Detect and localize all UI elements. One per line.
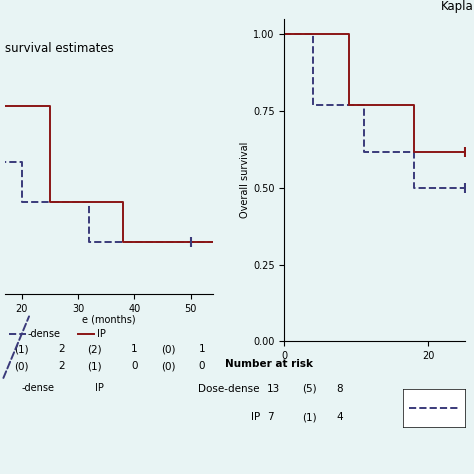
Text: (0): (0) xyxy=(161,361,175,371)
Text: 13: 13 xyxy=(267,384,281,394)
Text: (0): (0) xyxy=(161,345,175,355)
Text: (1): (1) xyxy=(301,412,316,422)
Text: (2): (2) xyxy=(88,345,102,355)
X-axis label: e (months): e (months) xyxy=(82,315,136,325)
Text: IP: IP xyxy=(95,383,104,393)
Text: (1): (1) xyxy=(14,345,29,355)
Text: (1): (1) xyxy=(88,361,102,371)
Text: 0: 0 xyxy=(131,361,137,371)
Text: 1: 1 xyxy=(199,345,205,355)
Text: 1: 1 xyxy=(131,345,138,355)
Text: 2: 2 xyxy=(58,361,64,371)
Text: Kapla: Kapla xyxy=(441,0,474,12)
Text: (0): (0) xyxy=(14,361,29,371)
Text: 4: 4 xyxy=(336,412,343,422)
Text: 8: 8 xyxy=(336,384,343,394)
Text: Dose-dense: Dose-dense xyxy=(198,384,260,394)
Text: 2: 2 xyxy=(58,345,64,355)
Text: 7: 7 xyxy=(267,412,274,422)
Text: IP: IP xyxy=(97,329,105,339)
Text: Number at risk: Number at risk xyxy=(225,359,313,369)
Text: 0: 0 xyxy=(199,361,205,371)
Text: -dense: -dense xyxy=(22,383,55,393)
Y-axis label: Overall survival: Overall survival xyxy=(240,142,250,219)
Text: survival estimates: survival estimates xyxy=(5,42,113,55)
Text: (5): (5) xyxy=(301,384,316,394)
Text: -dense: -dense xyxy=(27,329,61,339)
Text: IP: IP xyxy=(250,412,260,422)
